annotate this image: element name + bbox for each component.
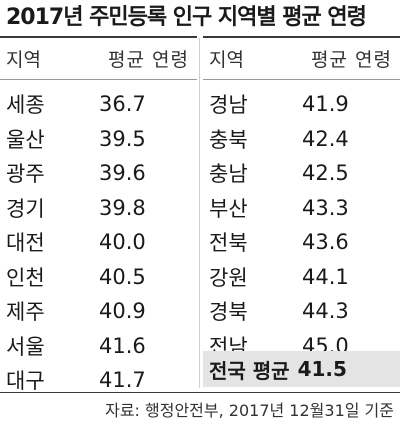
table-row: 충남 42.5 (203, 156, 400, 191)
table-row: 경남 41.9 (203, 87, 400, 122)
age-cell: 42.5 (302, 161, 349, 186)
age-cell: 43.3 (302, 195, 349, 220)
column-divider (199, 38, 200, 388)
age-cell: 44.3 (302, 299, 349, 324)
table-row: 세종 36.7 (0, 87, 197, 122)
table-row: 강원 44.1 (203, 260, 400, 295)
table-row: 울산 39.5 (0, 122, 197, 157)
header-avg-age: 평균 연령 (108, 49, 189, 71)
region-cell: 제주 (6, 300, 45, 325)
header-region: 지역 (209, 49, 244, 71)
age-cell: 43.6 (302, 230, 349, 255)
national-average-value: 41.5 (297, 357, 347, 381)
table-row: 경북 44.3 (203, 294, 400, 329)
region-cell: 대전 (6, 231, 45, 256)
header-avg-age: 평균 연령 (311, 49, 392, 71)
region-cell: 인천 (6, 265, 45, 290)
left-header-row: 지역 평균 연령 (0, 36, 197, 80)
table-row: 대구 41.7 (0, 363, 197, 398)
source-note: 자료: 행정안전부, 2017년 12월31일 기준 (105, 401, 394, 420)
national-average-row: 전국 평균 41.5 (203, 351, 400, 387)
region-cell: 부산 (209, 196, 248, 221)
age-cell: 39.6 (99, 161, 146, 186)
left-column: 지역 평균 연령 세종 36.7 울산 39.5 광주 39.6 경기 39.8… (0, 36, 197, 398)
table-row: 부산 43.3 (203, 191, 400, 226)
region-cell: 세종 (6, 93, 45, 118)
table-title: 2017년 주민등록 인구 지역별 평균 연령 (6, 5, 367, 30)
table-row: 충북 42.4 (203, 122, 400, 157)
table-row: 경기 39.8 (0, 191, 197, 226)
table-row: 제주 40.9 (0, 294, 197, 329)
national-average-label: 전국 평균 (209, 358, 290, 383)
table-row: 대전 40.0 (0, 225, 197, 260)
region-cell: 대구 (6, 369, 45, 394)
right-header-row: 지역 평균 연령 (203, 36, 400, 80)
age-cell: 40.9 (99, 299, 146, 324)
table-row: 광주 39.6 (0, 156, 197, 191)
age-cell: 36.7 (99, 92, 146, 117)
age-cell: 42.4 (302, 126, 349, 151)
region-cell: 광주 (6, 162, 45, 187)
region-cell: 경기 (6, 196, 45, 221)
table-row: 인천 40.5 (0, 260, 197, 295)
right-column: 지역 평균 연령 경남 41.9 충북 42.4 충남 42.5 부산 43.3… (203, 36, 400, 363)
age-cell: 39.8 (99, 195, 146, 220)
region-cell: 강원 (209, 265, 248, 290)
age-cell: 39.5 (99, 126, 146, 151)
age-cell: 41.9 (302, 92, 349, 117)
age-cell: 40.0 (99, 230, 146, 255)
table-row: 전북 43.6 (203, 225, 400, 260)
region-cell: 울산 (6, 127, 45, 152)
bottom-divider (0, 392, 400, 393)
age-cell: 40.5 (99, 264, 146, 289)
table-row: 서울 41.6 (0, 329, 197, 364)
region-cell: 충남 (209, 162, 248, 187)
region-cell: 충북 (209, 127, 248, 152)
region-cell: 경남 (209, 93, 248, 118)
region-cell: 경북 (209, 300, 248, 325)
age-cell: 41.7 (99, 368, 146, 393)
age-cell: 44.1 (302, 264, 349, 289)
region-cell: 서울 (6, 334, 45, 359)
region-cell: 전북 (209, 231, 248, 256)
header-region: 지역 (6, 49, 41, 71)
age-cell: 41.6 (99, 333, 146, 358)
